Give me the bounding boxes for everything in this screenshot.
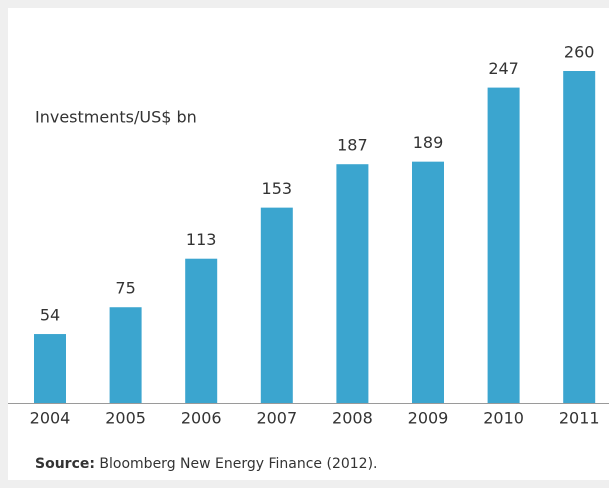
- value-label: 75: [115, 279, 135, 298]
- value-label: 54: [40, 306, 60, 325]
- bar: [109, 307, 142, 403]
- x-tick-label: 2010: [483, 409, 524, 428]
- bar: [34, 334, 66, 403]
- y-axis-label: Investments/US$ bn: [35, 108, 197, 127]
- x-tick-label: 2009: [408, 409, 449, 428]
- value-label: 189: [413, 133, 444, 152]
- bar: [260, 207, 293, 403]
- x-tick-label: 2006: [181, 409, 222, 428]
- x-tick-label: 2005: [105, 409, 146, 428]
- bar: [487, 87, 520, 403]
- bar: [412, 161, 444, 403]
- value-label: 153: [262, 179, 293, 198]
- bar: [185, 258, 218, 403]
- bar: [563, 71, 596, 403]
- x-tick-label: 2004: [30, 409, 71, 428]
- x-tick-label: 2008: [332, 409, 373, 428]
- value-label: 247: [488, 59, 519, 78]
- x-tick-label: 2007: [256, 409, 297, 428]
- source: Source: Bloomberg New Energy Finance (20…: [35, 456, 378, 472]
- value-label: 113: [186, 230, 217, 249]
- value-label: 260: [564, 43, 595, 62]
- source-label: Source:: [35, 456, 95, 472]
- source-text: Bloomberg New Energy Finance (2012).: [99, 456, 377, 472]
- bar: [336, 164, 369, 403]
- value-label: 187: [337, 136, 368, 155]
- x-tick-label: 2011: [559, 409, 600, 428]
